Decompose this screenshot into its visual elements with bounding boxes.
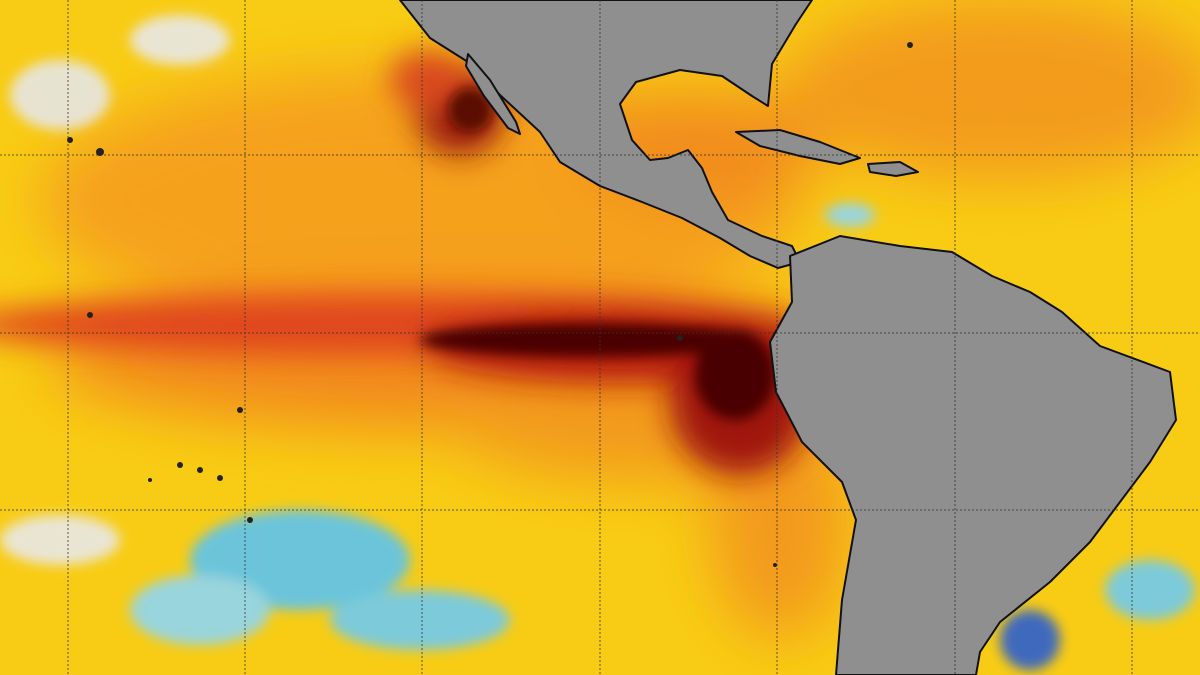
islands [67,42,913,567]
south-america [769,235,1177,675]
hispaniola [867,161,919,177]
north-central-america [399,0,813,269]
baja-california [465,53,521,135]
land [399,0,1177,675]
